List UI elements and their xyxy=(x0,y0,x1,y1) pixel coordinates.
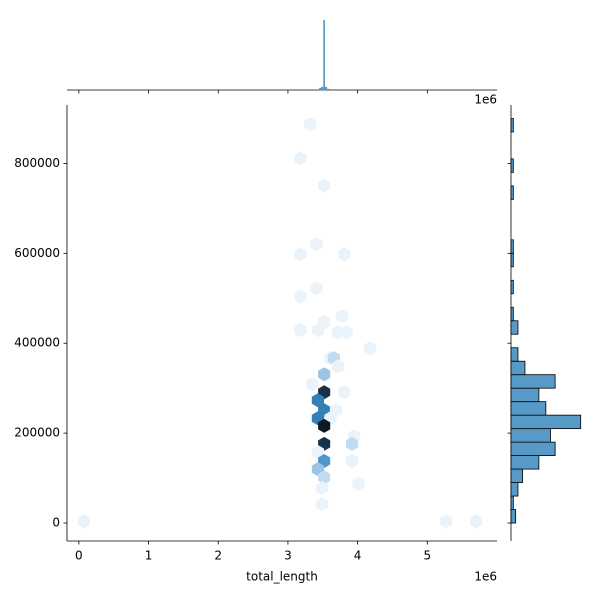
right-histogram-bar xyxy=(510,252,514,268)
hexbin-cell xyxy=(318,470,331,485)
top-histogram-bar xyxy=(323,19,326,91)
hexbin-cell xyxy=(77,514,90,529)
hexbin-cell xyxy=(311,445,324,459)
right-histogram-bar xyxy=(510,401,547,416)
right-histogram-bar xyxy=(510,347,519,362)
hexbin-cell xyxy=(364,341,377,356)
top-offset-label: 1e6 xyxy=(474,93,497,107)
hexbin-cell xyxy=(346,436,359,451)
right-histogram-bar xyxy=(510,495,514,510)
x-tick-label: 0 xyxy=(75,549,83,563)
right-histogram-bar xyxy=(510,279,514,295)
hexbin-cell xyxy=(294,323,307,338)
hexbin-cell xyxy=(332,359,345,374)
top-histogram-bar xyxy=(324,86,328,91)
x-offset-label: 1e6 xyxy=(474,570,497,584)
top-histogram-bar xyxy=(321,86,324,91)
hexbin-cell xyxy=(336,309,349,324)
right-histogram-bar xyxy=(510,118,514,133)
right-histogram-bar xyxy=(510,455,540,470)
y-tick-label: 600000 xyxy=(14,246,60,260)
hexbin-cell xyxy=(294,289,307,304)
x-axis-label: total_length xyxy=(246,570,318,584)
right-histogram-bar xyxy=(510,239,514,254)
right-histogram-bar xyxy=(510,320,519,335)
hexbin-cell xyxy=(316,497,329,512)
hexbin-cell xyxy=(306,377,319,392)
right-histogram-bar xyxy=(510,482,519,497)
right-histogram-bar xyxy=(510,374,556,389)
x-tick-label: 5 xyxy=(423,549,431,563)
right-histogram-bar xyxy=(510,387,540,403)
right-histogram-bar xyxy=(510,428,551,443)
y-tick-label: 200000 xyxy=(14,426,60,440)
top-histogram-bar xyxy=(319,87,322,91)
right-histogram-bar xyxy=(510,414,582,430)
x-tick-label: 1 xyxy=(145,549,153,563)
hexbin-cell xyxy=(311,393,324,408)
right-histogram-bar xyxy=(510,441,556,456)
y-tick-label: 800000 xyxy=(14,156,60,170)
right-histogram-bar xyxy=(510,158,514,173)
hexbin-cell xyxy=(346,454,359,468)
hexbin-cell xyxy=(318,367,331,382)
hexbin-cell xyxy=(318,418,331,433)
hexbin-cell xyxy=(304,117,317,132)
hexbin-cell xyxy=(311,323,324,338)
hexbin-cell xyxy=(294,151,307,166)
x-tick-label: 4 xyxy=(354,549,362,563)
hexbin-cell xyxy=(318,178,331,193)
hexbin-cell xyxy=(294,247,307,262)
right-histogram-bar xyxy=(510,509,517,524)
y-tick-label: 0 xyxy=(52,516,60,530)
right-histogram-bar xyxy=(510,468,524,483)
hexbin-cell xyxy=(338,385,351,400)
hexbin-cell xyxy=(440,514,453,529)
x-tick-label: 2 xyxy=(214,549,222,563)
hexbin-cell xyxy=(338,247,351,262)
hexbin-cell xyxy=(352,476,365,491)
top-histogram-bar xyxy=(326,88,330,91)
hexbin-cell xyxy=(310,281,323,296)
right-histogram-bar xyxy=(510,185,514,200)
hexbin-cell xyxy=(310,237,323,252)
hexbin-cell xyxy=(316,481,329,495)
y-tick-label: 400000 xyxy=(14,336,60,350)
hexbin-cell xyxy=(470,514,483,529)
hexbin-cell xyxy=(340,325,353,340)
x-tick-label: 3 xyxy=(284,549,292,563)
right-histogram-bar xyxy=(510,360,526,376)
right-histogram-bar xyxy=(510,306,514,322)
